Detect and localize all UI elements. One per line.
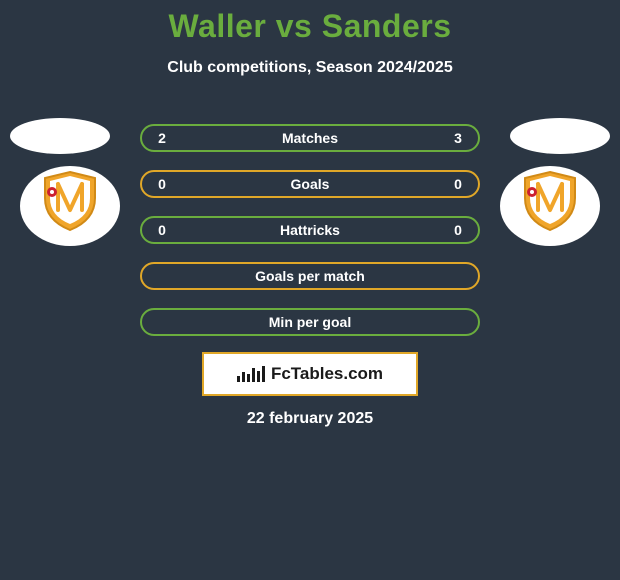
logo-text: FcTables.com [271,364,383,384]
player-left-ellipse [10,118,110,154]
team-badge-left [20,166,120,266]
stat-label: Hattricks [280,222,340,238]
stat-label: Goals [291,176,330,192]
stat-row-min-per-goal: Min per goal [140,308,480,336]
stat-row-goals-per-match: Goals per match [140,262,480,290]
date-label: 22 february 2025 [0,410,620,428]
stat-row-hattricks: 0 Hattricks 0 [140,216,480,244]
subtitle: Club competitions, Season 2024/2025 [0,59,620,77]
fctables-logo: FcTables.com [202,352,418,396]
stat-label: Goals per match [255,268,365,284]
stat-left-value: 2 [154,130,170,146]
stats-table: 2 Matches 3 0 Goals 0 0 Hattricks 0 Goal… [140,124,480,354]
shield-icon [40,170,100,232]
comparison-card: Waller vs Sanders Club competitions, Sea… [0,0,620,580]
bar-chart-icon [237,366,265,382]
shield-icon [520,170,580,232]
stat-row-matches: 2 Matches 3 [140,124,480,152]
stat-label: Min per goal [269,314,351,330]
stat-left-value: 0 [154,176,170,192]
team-badge-right [500,166,600,266]
stat-right-value: 3 [450,130,466,146]
stat-label: Matches [282,130,338,146]
page-title: Waller vs Sanders [0,0,620,45]
stat-row-goals: 0 Goals 0 [140,170,480,198]
stat-right-value: 0 [450,176,466,192]
player-right-ellipse [510,118,610,154]
stat-right-value: 0 [450,222,466,238]
stat-left-value: 0 [154,222,170,238]
